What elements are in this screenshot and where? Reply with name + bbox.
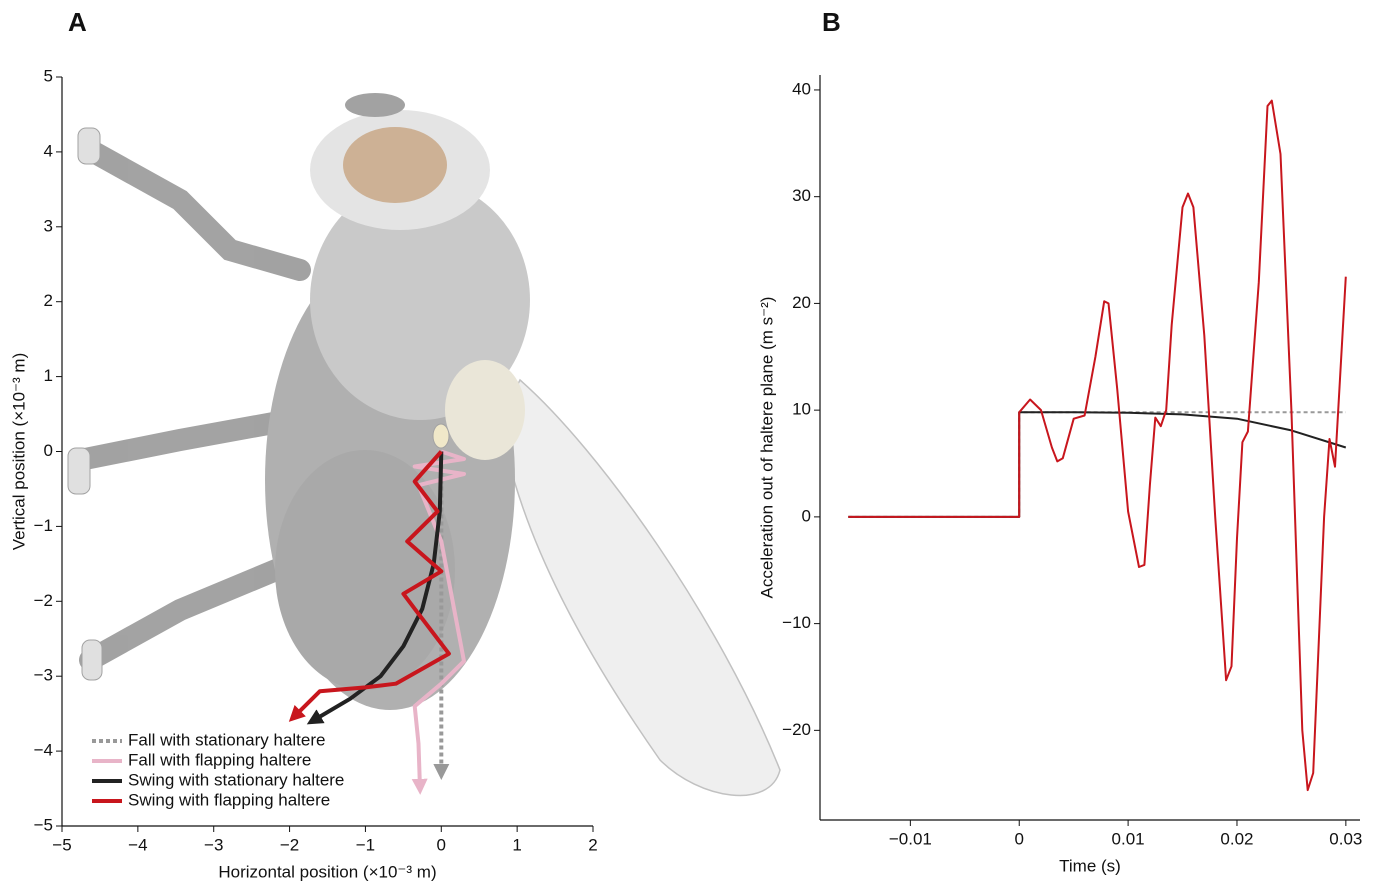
y-tick-label: 5 — [44, 66, 53, 85]
y-tick-label: 20 — [792, 293, 811, 312]
series-line — [848, 412, 1346, 517]
x-tick-label: −4 — [128, 835, 147, 854]
x-tick-label: 1 — [512, 835, 521, 854]
y-tick-label: 3 — [44, 216, 53, 235]
y-tick-label: 1 — [44, 366, 53, 385]
y-tick-label: −20 — [782, 720, 811, 739]
y-tick-label: 40 — [792, 79, 811, 98]
x-tick-label: −1 — [356, 835, 375, 854]
y-tick-label: 30 — [792, 186, 811, 205]
x-tick-label: 0.01 — [1112, 829, 1145, 848]
y-tick-label: −1 — [34, 516, 53, 535]
y-tick-label: −3 — [34, 666, 53, 685]
y-tick-label: −10 — [782, 613, 811, 632]
x-tick-label: 0 — [437, 835, 446, 854]
legend-label: Swing with stationary haltere — [128, 770, 344, 789]
y-axis-label: Acceleration out of haltere plane (m s⁻²… — [757, 297, 776, 599]
fly-illustration — [68, 93, 780, 795]
series-line — [848, 101, 1346, 791]
panel-label: A — [68, 7, 87, 37]
legend-label: Swing with flapping haltere — [128, 790, 330, 809]
x-tick-label: −5 — [52, 835, 71, 854]
x-tick-label: 0.02 — [1220, 829, 1253, 848]
legend-label: Fall with flapping haltere — [128, 750, 311, 769]
y-tick-label: −4 — [34, 741, 53, 760]
y-tick-label: 0 — [44, 441, 53, 460]
series-line — [848, 412, 1346, 517]
x-axis-label: Time (s) — [1059, 856, 1121, 875]
y-tick-label: −2 — [34, 591, 53, 610]
y-tick-label: −5 — [34, 815, 53, 834]
y-axis-label: Vertical position (×10⁻³ m) — [9, 353, 28, 550]
x-tick-label: 2 — [588, 835, 597, 854]
x-tick-label: 0 — [1014, 829, 1023, 848]
x-tick-label: 0.03 — [1329, 829, 1362, 848]
panel-label: B — [822, 7, 841, 37]
y-tick-label: 10 — [792, 400, 811, 419]
legend-label: Fall with stationary haltere — [128, 730, 325, 749]
x-tick-label: −2 — [280, 835, 299, 854]
x-tick-label: −0.01 — [889, 829, 932, 848]
x-axis-label: Horizontal position (×10⁻³ m) — [218, 862, 436, 881]
y-tick-label: 0 — [802, 506, 811, 525]
x-tick-label: −3 — [204, 835, 223, 854]
y-tick-label: 2 — [44, 291, 53, 310]
figure: A−5−4−3−2−1012−5−4−3−2−1012345Horizontal… — [0, 0, 1380, 883]
y-tick-label: 4 — [44, 141, 53, 160]
